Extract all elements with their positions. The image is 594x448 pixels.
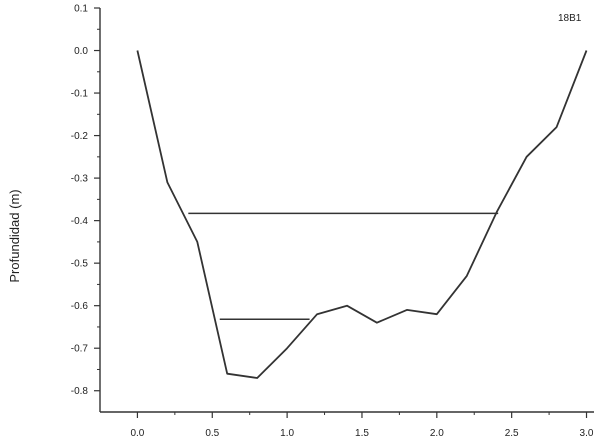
axes — [99, 8, 594, 413]
x-tick-label: 0.0 — [130, 428, 144, 439]
y-tick-label: 0.0 — [74, 46, 88, 57]
ticks: 0.1 0.0 -0.1 -0.2 -0.3 -0.4 -0.5 -0.6 -0.7 -0.8 0.… — [71, 4, 594, 440]
x-tick-label: 0.5 — [205, 428, 219, 439]
y-tick-label: -0.4 — [71, 216, 89, 227]
y-tick-label: -0.7 — [71, 344, 89, 355]
y-tick-label: 0.1 — [74, 4, 88, 15]
y-tick-label: -0.8 — [71, 386, 89, 397]
y-tick-label: -0.1 — [71, 89, 89, 100]
y-tick-label: -0.2 — [71, 131, 89, 142]
x-tick-label: 2.5 — [505, 428, 519, 439]
x-tick-label: 1.5 — [355, 428, 369, 439]
series — [136, 50, 588, 379]
y-tick-label: -0.5 — [71, 259, 89, 270]
water-level-lines — [188, 212, 499, 321]
x-tick-label: 1.0 — [280, 428, 294, 439]
y-tick-label: -0.3 — [71, 174, 89, 185]
corner-label: 18B1 — [558, 13, 582, 24]
x-tick-label: 2.0 — [430, 428, 444, 439]
profile-line — [136, 50, 588, 379]
y-axis-title: Profundidad (m) — [7, 189, 22, 282]
y-tick-label: -0.6 — [71, 301, 89, 312]
x-tick-label: 3.0 — [580, 428, 594, 439]
